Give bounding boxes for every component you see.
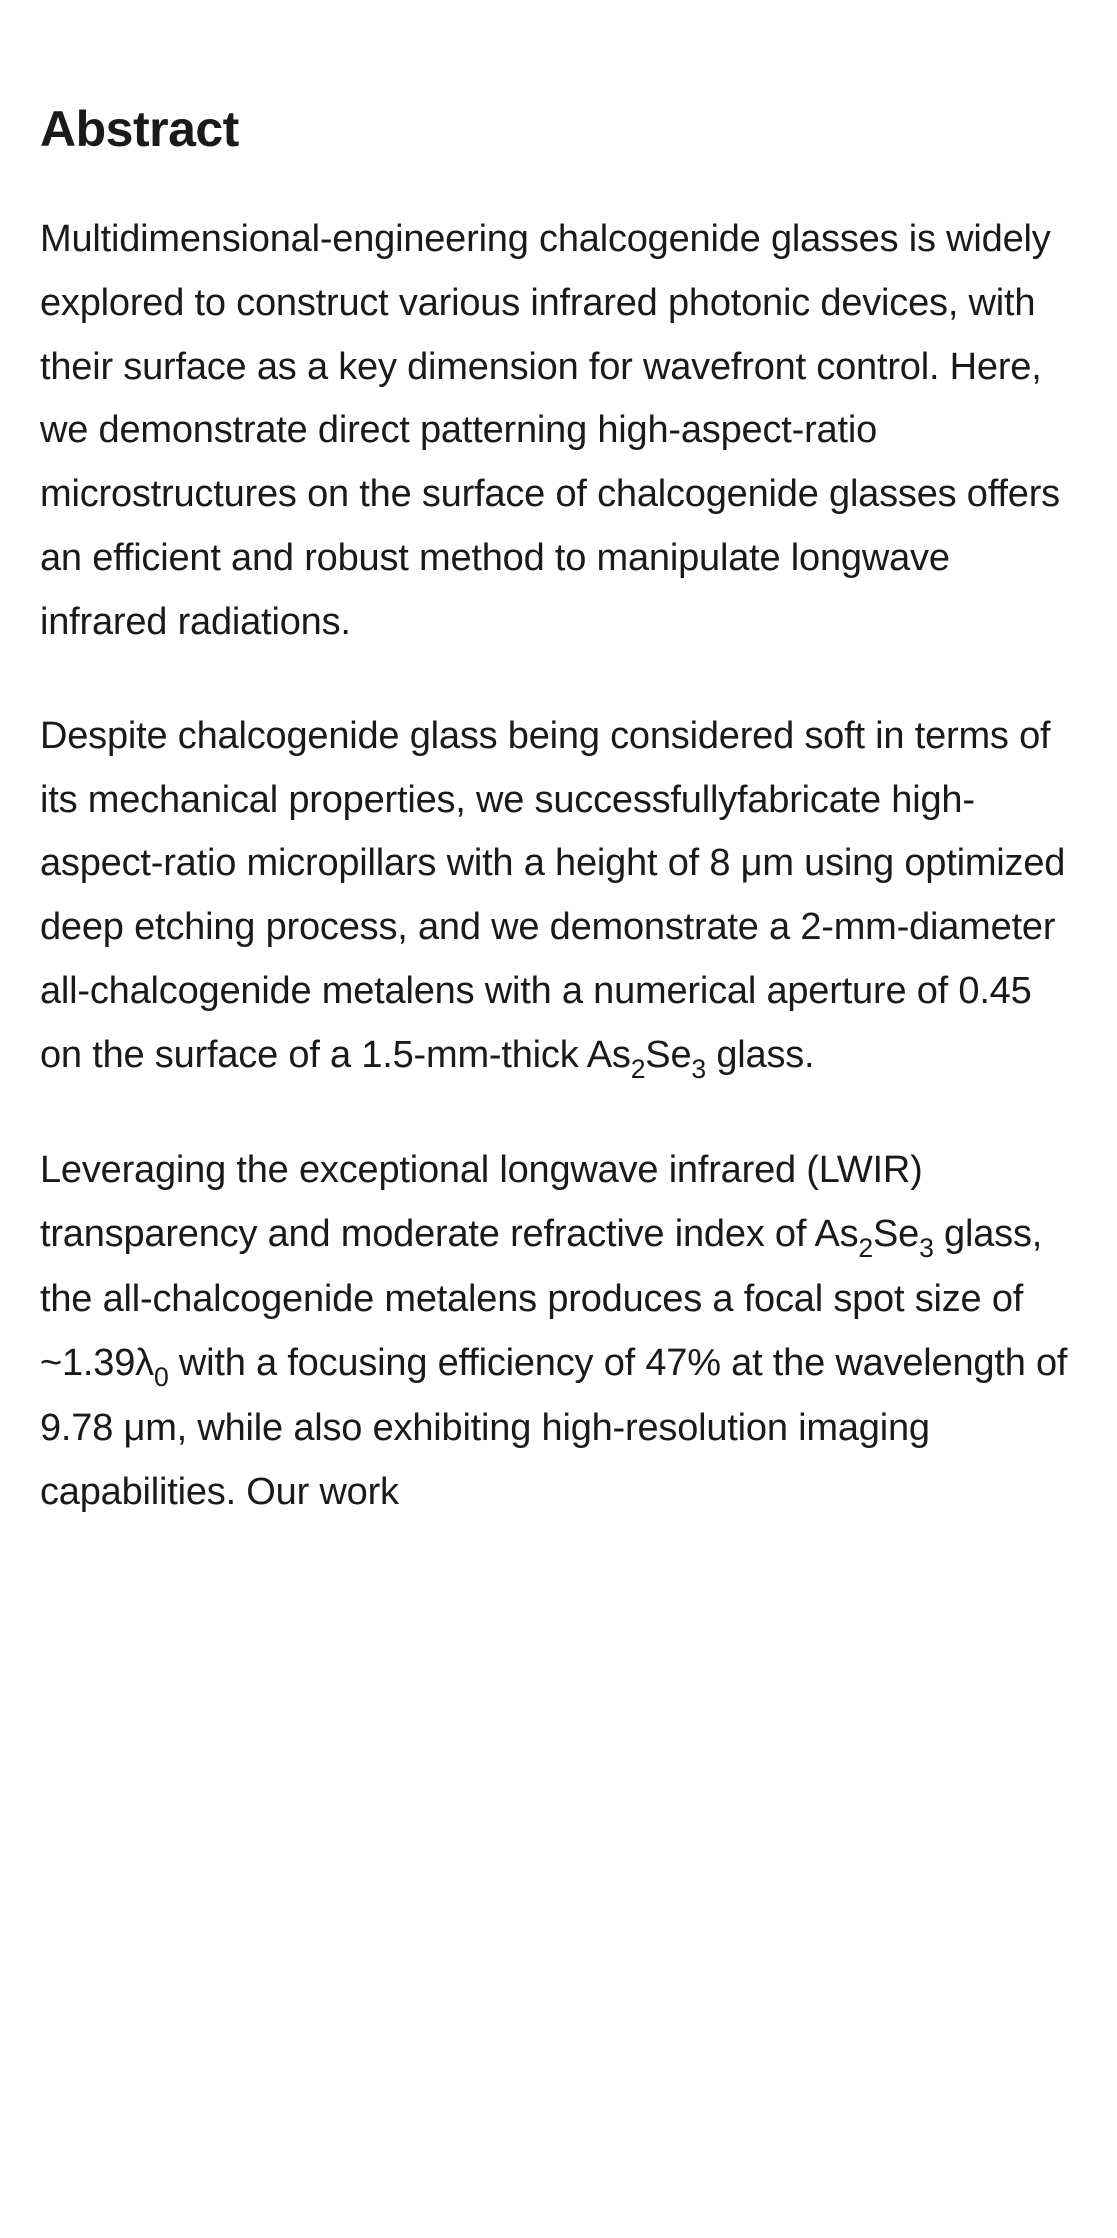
text-segment: Despite chalcogenide glass being conside… xyxy=(40,715,1065,1076)
abstract-paragraph-1: Multidimensional-engineering chalcogenid… xyxy=(40,208,1077,655)
subscript: 2 xyxy=(858,1233,873,1263)
text-segment: with a focusing efficiency of 47% at the… xyxy=(40,1342,1067,1513)
text-segment: Se xyxy=(873,1213,919,1255)
text-segment: Se xyxy=(645,1034,691,1076)
subscript: 3 xyxy=(691,1054,706,1084)
abstract-paragraph-3: Leveraging the exceptional longwave infr… xyxy=(40,1139,1077,1525)
abstract-paragraph-2: Despite chalcogenide glass being conside… xyxy=(40,705,1077,1089)
subscript: 3 xyxy=(919,1233,934,1263)
text-segment: glass. xyxy=(706,1034,814,1076)
abstract-heading: Abstract xyxy=(40,100,1077,158)
subscript: 2 xyxy=(631,1054,646,1084)
subscript: 0 xyxy=(154,1362,169,1392)
text-segment: Leveraging the exceptional longwave infr… xyxy=(40,1149,923,1255)
